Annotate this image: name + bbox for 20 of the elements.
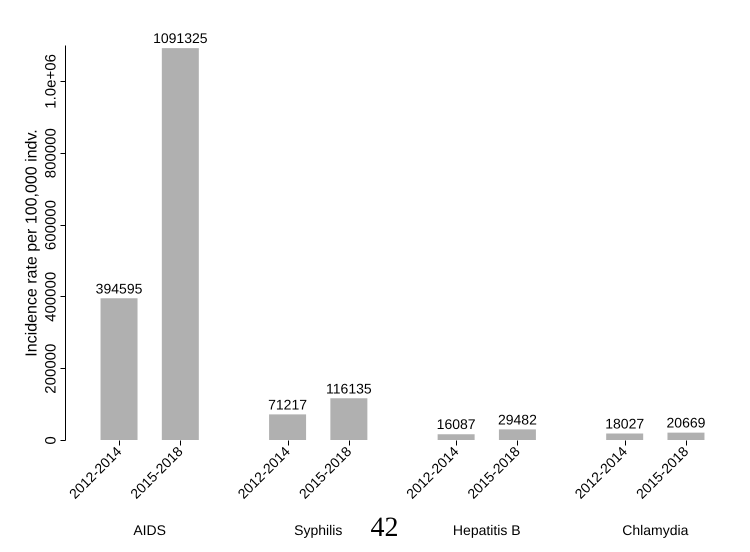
- y-tick-label: 800000: [42, 128, 60, 178]
- y-tick-label: 200000: [42, 344, 60, 394]
- data-label: 71217: [268, 396, 308, 412]
- data-label: 18027: [605, 416, 644, 432]
- y-tick-label: 0: [42, 436, 60, 445]
- text: Syphilis: [294, 522, 342, 538]
- y-axis-title: Incidence rate per 100,000 indv.: [24, 129, 40, 357]
- text: AIDS: [133, 522, 166, 538]
- text: Chlamydia: [622, 522, 689, 538]
- data-label: 20669: [666, 414, 706, 431]
- text: Hepatitis B: [452, 522, 521, 538]
- data-label: 116135: [326, 380, 372, 396]
- data-label: 29482: [498, 411, 538, 428]
- y-tick-label: 600000: [42, 200, 60, 250]
- y-tick-label: 400000: [42, 272, 60, 322]
- data-label: 16087: [436, 416, 476, 432]
- y-tick-label: 1.0e+06: [42, 54, 60, 109]
- data-label: 1091325: [153, 30, 208, 46]
- text: 42: [370, 512, 398, 543]
- data-label: 394595: [96, 280, 143, 296]
